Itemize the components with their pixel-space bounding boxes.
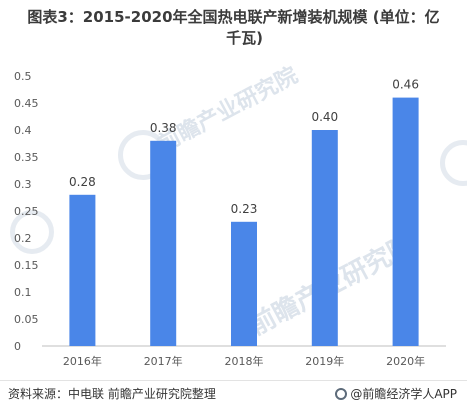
bar [69,194,96,346]
y-tick-label: 0.05 [14,313,39,326]
y-tick-label: 0.25 [14,205,39,218]
x-tick-label: 2017年 [144,354,183,368]
x-tick-label: 2018年 [225,354,264,368]
y-tick-label: 0.15 [14,259,39,272]
chart-title: 图表3：2015-2020年全国热电联产新增装机规模 (单位：亿 千瓦) [0,7,467,49]
y-tick-label: 0.35 [14,151,39,164]
data-label: 0.38 [150,121,177,135]
y-tick-label: 0.5 [14,70,32,83]
y-tick-label: 0 [14,340,21,353]
x-tick-label: 2019年 [305,354,344,368]
chart-title-line-2: 千瓦) [226,29,263,47]
footer-divider [0,380,467,381]
bars [69,97,419,346]
footer: 资料来源：中电联 前瞻产业研究院整理 @前瞻经济学人APP [8,385,457,402]
y-tick-label: 0.3 [14,178,32,191]
y-tick-label: 0.2 [14,232,32,245]
brand-credit[interactable]: @前瞻经济学人APP [335,385,457,402]
source-note: 资料来源：中电联 前瞻产业研究院整理 [8,387,216,401]
y-axis-ticks: 0 0.05 0.1 0.15 0.2 0.25 0.3 0.35 0.4 0.45 0.5 [14,70,39,353]
brand-logo-icon [335,387,348,400]
data-label: 0.46 [392,78,419,92]
x-tick-label: 2016年 [63,354,102,368]
data-label: 0.40 [311,110,338,124]
bar [311,130,338,346]
bar [231,221,257,346]
y-tick-label: 0.45 [14,97,39,110]
y-tick-label: 0.4 [14,124,32,137]
data-label: 0.23 [231,202,258,216]
x-tick-label: 2020年 [386,354,425,368]
bar [392,97,419,346]
chart-title-line-1: 图表3：2015-2020年全国热电联产新增装机规模 (单位：亿 [27,8,440,26]
data-label: 0.28 [69,175,96,189]
x-axis-ticks: 2016年 2017年 2018年 2019年 2020年 [63,354,425,368]
data-labels: 0.28 0.38 0.23 0.40 0.46 [69,78,419,216]
brand-credit-label: @前瞻经济学人APP [350,387,457,401]
y-tick-label: 0.1 [14,286,32,299]
bar [150,140,177,346]
